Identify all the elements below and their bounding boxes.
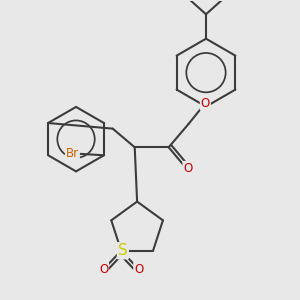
- Text: O: O: [134, 263, 143, 276]
- Text: O: O: [99, 263, 108, 276]
- Text: O: O: [201, 97, 210, 110]
- Text: O: O: [183, 162, 193, 175]
- Text: S: S: [118, 243, 128, 258]
- Text: Br: Br: [66, 147, 79, 160]
